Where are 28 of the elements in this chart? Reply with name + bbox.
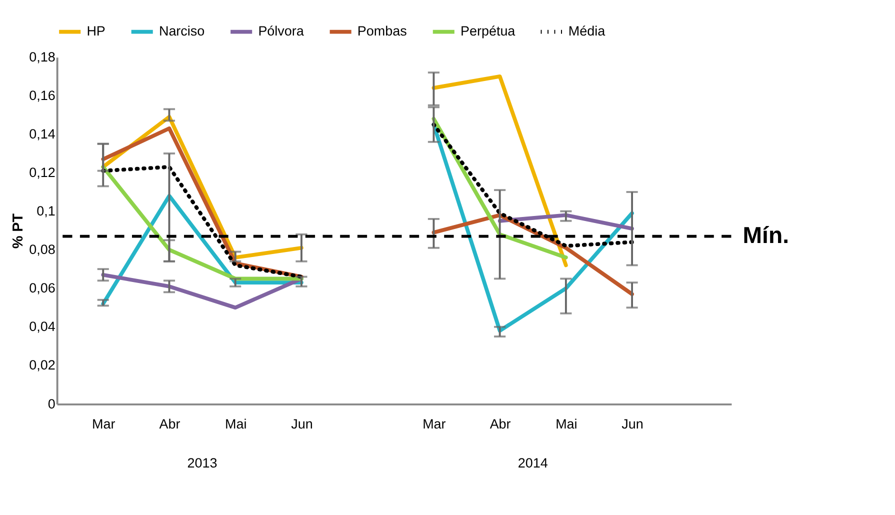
x-tick-label: Abr <box>159 416 181 432</box>
x-tick-label: Jun <box>291 416 313 432</box>
y-tick-label: 0,14 <box>29 126 56 142</box>
y-tick-label: 0,18 <box>29 49 56 64</box>
y-axis-title: % PT <box>10 213 26 249</box>
text: 2013 <box>187 456 218 471</box>
y-tick-label: 0,16 <box>29 88 56 103</box>
y-tick-label: 0,06 <box>29 280 56 296</box>
legend-label: Média <box>568 24 606 39</box>
y-tick-label: 0,1 <box>36 204 56 219</box>
legend-label: Perpétua <box>460 24 516 39</box>
legend-label: HP <box>86 24 106 39</box>
text: 2014 <box>518 456 548 471</box>
legend-label: Pólvora <box>258 24 304 39</box>
y-tick-label: 0,08 <box>29 242 56 258</box>
legend-label: Pombas <box>357 24 408 39</box>
y-tick-label: 0,12 <box>29 165 56 180</box>
ref-line-label: Mín. <box>742 222 789 248</box>
x-tick-label: Mar <box>422 416 446 432</box>
y-tick-label: 0 <box>48 396 56 412</box>
y-tick-label: 0,02 <box>29 358 56 373</box>
x-tick-label: Mar <box>92 416 116 432</box>
x-tick-label: Mai <box>556 416 578 432</box>
x-tick-label: Abr <box>490 416 512 432</box>
x-tick-label: Mai <box>224 416 247 432</box>
legend-label: Narciso <box>158 24 205 39</box>
y-tick-label: 0,04 <box>29 319 56 334</box>
x-tick-label: Jun <box>622 416 644 432</box>
